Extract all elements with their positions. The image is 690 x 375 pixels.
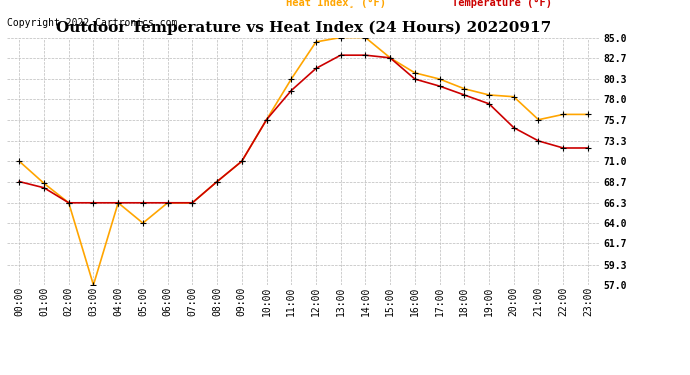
- Title: Outdoor Temperature vs Heat Index (24 Hours) 20220917: Outdoor Temperature vs Heat Index (24 Ho…: [56, 21, 551, 35]
- Text: Copyright 2022 Cartronics.com: Copyright 2022 Cartronics.com: [7, 18, 177, 28]
- Text: Temperature (°F): Temperature (°F): [452, 0, 552, 8]
- Text: Heat Index¸ (°F): Heat Index¸ (°F): [286, 0, 386, 8]
